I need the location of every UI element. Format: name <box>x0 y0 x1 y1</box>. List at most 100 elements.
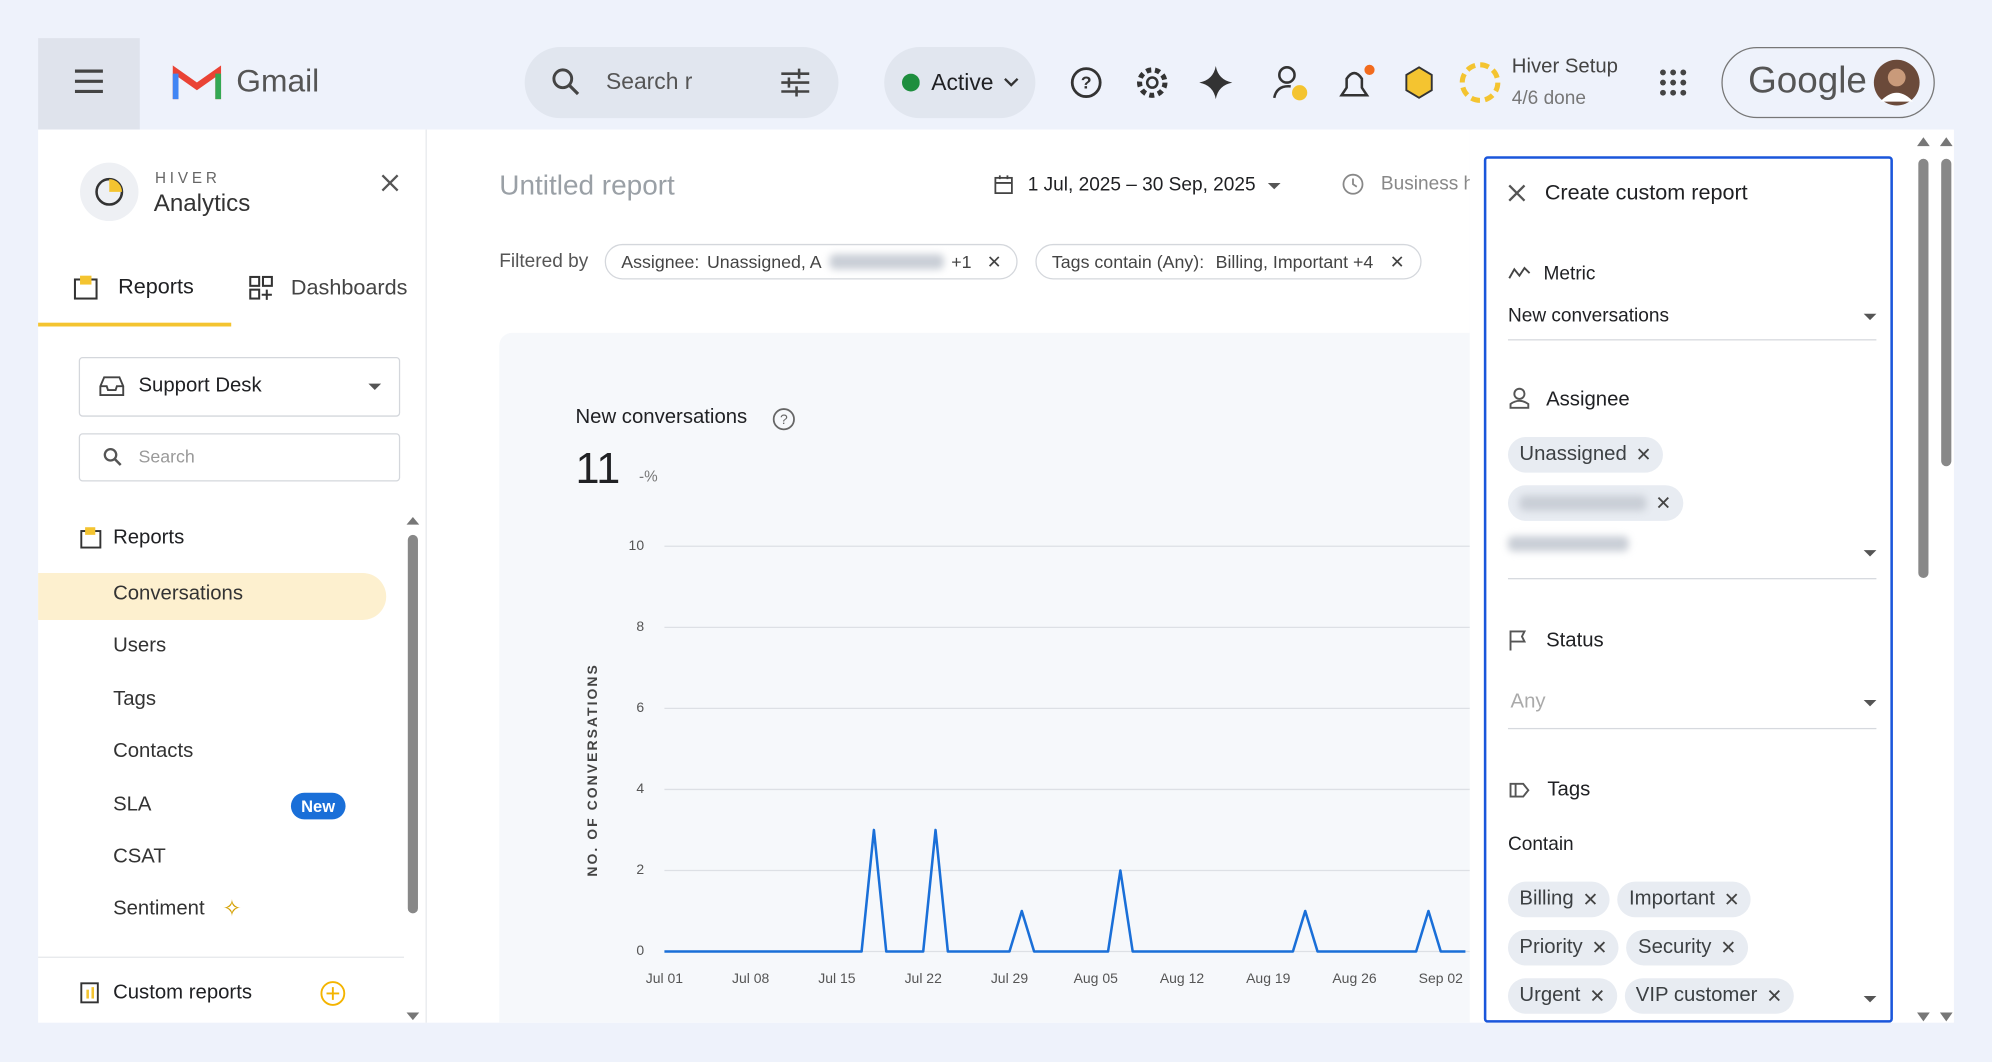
y-tick-label: 8 <box>636 618 644 634</box>
svg-text:?: ? <box>1081 73 1092 93</box>
status-label: Active <box>931 69 994 96</box>
assignee-chip[interactable]: Unassigned ✕ <box>1507 437 1664 473</box>
status-placeholder[interactable]: Any <box>1510 691 1546 713</box>
panel-title: Create custom report <box>1544 180 1748 205</box>
date-range[interactable]: 1 Jul, 2025 – 30 Sep, 2025 <box>1027 174 1256 196</box>
apps-icon[interactable] <box>1658 67 1688 97</box>
filter-more: +1 <box>951 251 972 272</box>
chip-remove[interactable]: ✕ <box>1766 985 1783 1008</box>
filter-key: Assignee: <box>621 251 700 272</box>
tag-chip[interactable]: Billing ✕ <box>1507 881 1610 918</box>
metric-value[interactable]: New conversations <box>1507 304 1669 327</box>
x-tick-label: Jul 15 <box>818 970 856 986</box>
redacted <box>1507 536 1629 552</box>
nav-item[interactable]: Users <box>113 635 167 657</box>
setup-progress <box>1459 62 1501 103</box>
add-custom-report[interactable] <box>318 981 348 1006</box>
nav-highlight <box>38 572 387 620</box>
product: Analytics <box>153 190 251 218</box>
tag-chip[interactable]: Security ✕ <box>1626 929 1748 966</box>
tag-chips: Billing ✕ Important ✕ Priority ✕ Security ✕ Urge… <box>1507 881 1813 1020</box>
close-panel[interactable] <box>1508 184 1526 202</box>
nav-item[interactable]: Contacts <box>113 740 194 763</box>
chip-label: Billing <box>1519 888 1574 910</box>
redacted <box>1519 495 1647 511</box>
assignee-chip[interactable]: ✕ <box>1507 485 1683 521</box>
x-tick-label: Aug 19 <box>1246 970 1291 986</box>
chip-remove[interactable]: ✕ <box>1720 937 1737 960</box>
x-tick-label: Aug 05 <box>1074 970 1119 986</box>
x-tick-label: Jul 22 <box>905 970 943 986</box>
y-tick-label: 2 <box>636 861 644 877</box>
account-label: Google <box>1748 60 1867 102</box>
search-box[interactable]: Search r <box>524 47 839 119</box>
field-underline <box>1507 727 1877 730</box>
filtered-by: Filtered by <box>499 250 589 272</box>
chip-label: Urgent <box>1519 984 1581 1007</box>
nav-item[interactable]: SLA <box>113 794 152 816</box>
close-sidebar[interactable] <box>381 174 399 192</box>
clock-icon <box>1342 173 1364 195</box>
menu-button[interactable] <box>38 38 140 130</box>
tag-chip[interactable]: Urgent ✕ <box>1507 978 1617 1014</box>
inbox-select[interactable]: Support Desk <box>78 356 401 417</box>
x-tick-label: Jul 08 <box>732 970 770 986</box>
report-title[interactable]: Untitled report <box>499 168 675 201</box>
nav-item[interactable]: Tags <box>113 688 157 711</box>
custom-report-form: Create custom report Metric New conversa… <box>1483 156 1893 1023</box>
chip-label: VIP customer <box>1635 984 1758 1007</box>
chart-total: 11 <box>575 444 621 493</box>
y-tick-label: 6 <box>636 699 644 715</box>
business-hours[interactable]: Business h <box>1380 172 1470 195</box>
chip-remove[interactable]: ✕ <box>1582 889 1599 911</box>
x-tick-label: Aug 26 <box>1332 970 1377 986</box>
tab[interactable]: Reports <box>118 274 194 299</box>
filter-chip[interactable]: Assignee: Unassigned, A +1 ✕ <box>604 243 1019 280</box>
sparkle-icon: ✧ <box>222 895 242 922</box>
account-button[interactable]: Google <box>1721 47 1935 119</box>
field-underline <box>1507 339 1877 341</box>
x-tick-label: Sep 02 <box>1419 970 1464 986</box>
status-icon <box>1509 630 1527 651</box>
tab[interactable]: Dashboards <box>290 275 408 300</box>
filter-chip[interactable]: Tags contain (Any): Billing, Important +4… <box>1035 243 1422 280</box>
redacted <box>829 254 944 270</box>
tags-icon <box>1509 782 1530 798</box>
metric-icon <box>1508 266 1531 279</box>
reports-section-icon <box>80 527 102 549</box>
chip-label: Priority <box>1519 936 1583 958</box>
x-tick-label: Jul 29 <box>991 970 1029 986</box>
field-underline <box>1507 578 1877 580</box>
chip-remove[interactable]: ✕ <box>1723 889 1740 911</box>
section-title: Reports <box>113 527 185 549</box>
y-tick-label: 10 <box>629 537 645 553</box>
chip-remove[interactable]: ✕ <box>1589 985 1606 1008</box>
status-button[interactable]: Active <box>884 47 1036 119</box>
line-chart: NO. OF CONVERSATIONS 0 2 4 6 8 10 Jul 01 Jul 08… <box>584 537 1470 986</box>
tag-chip[interactable]: Priority ✕ <box>1507 929 1619 966</box>
tag-chip[interactable]: VIP customer ✕ <box>1624 978 1794 1014</box>
chip-remove[interactable]: ✕ <box>1591 937 1608 960</box>
field-label: Status <box>1546 630 1604 652</box>
assignee-chips: Unassigned ✕ <box>1507 437 1671 485</box>
dashboards-tab-icon <box>249 275 273 300</box>
custom-reports-icon <box>80 982 99 1004</box>
analytics-logo <box>80 162 139 222</box>
field-label: Assignee <box>1546 388 1630 411</box>
sidebar-search[interactable]: Search <box>78 433 401 482</box>
y-tick-label: 0 <box>636 942 644 958</box>
svg-text:?: ? <box>780 411 788 427</box>
tag-chip[interactable]: Important ✕ <box>1617 881 1752 918</box>
inbox-name: Support Desk <box>138 374 262 397</box>
x-tick-label: Aug 12 <box>1160 970 1205 986</box>
nav-item[interactable]: Sentiment <box>113 898 205 920</box>
filter-value: Billing, Important +4 <box>1215 251 1374 272</box>
toolbar-icons: ? <box>1070 64 1433 101</box>
app-name: Gmail <box>236 63 320 100</box>
custom-reports[interactable]: Custom reports <box>113 982 253 1004</box>
nav-item[interactable]: Conversations <box>113 583 244 605</box>
help-icon[interactable]: ? <box>771 407 796 432</box>
nav-item[interactable]: CSAT <box>113 846 166 868</box>
